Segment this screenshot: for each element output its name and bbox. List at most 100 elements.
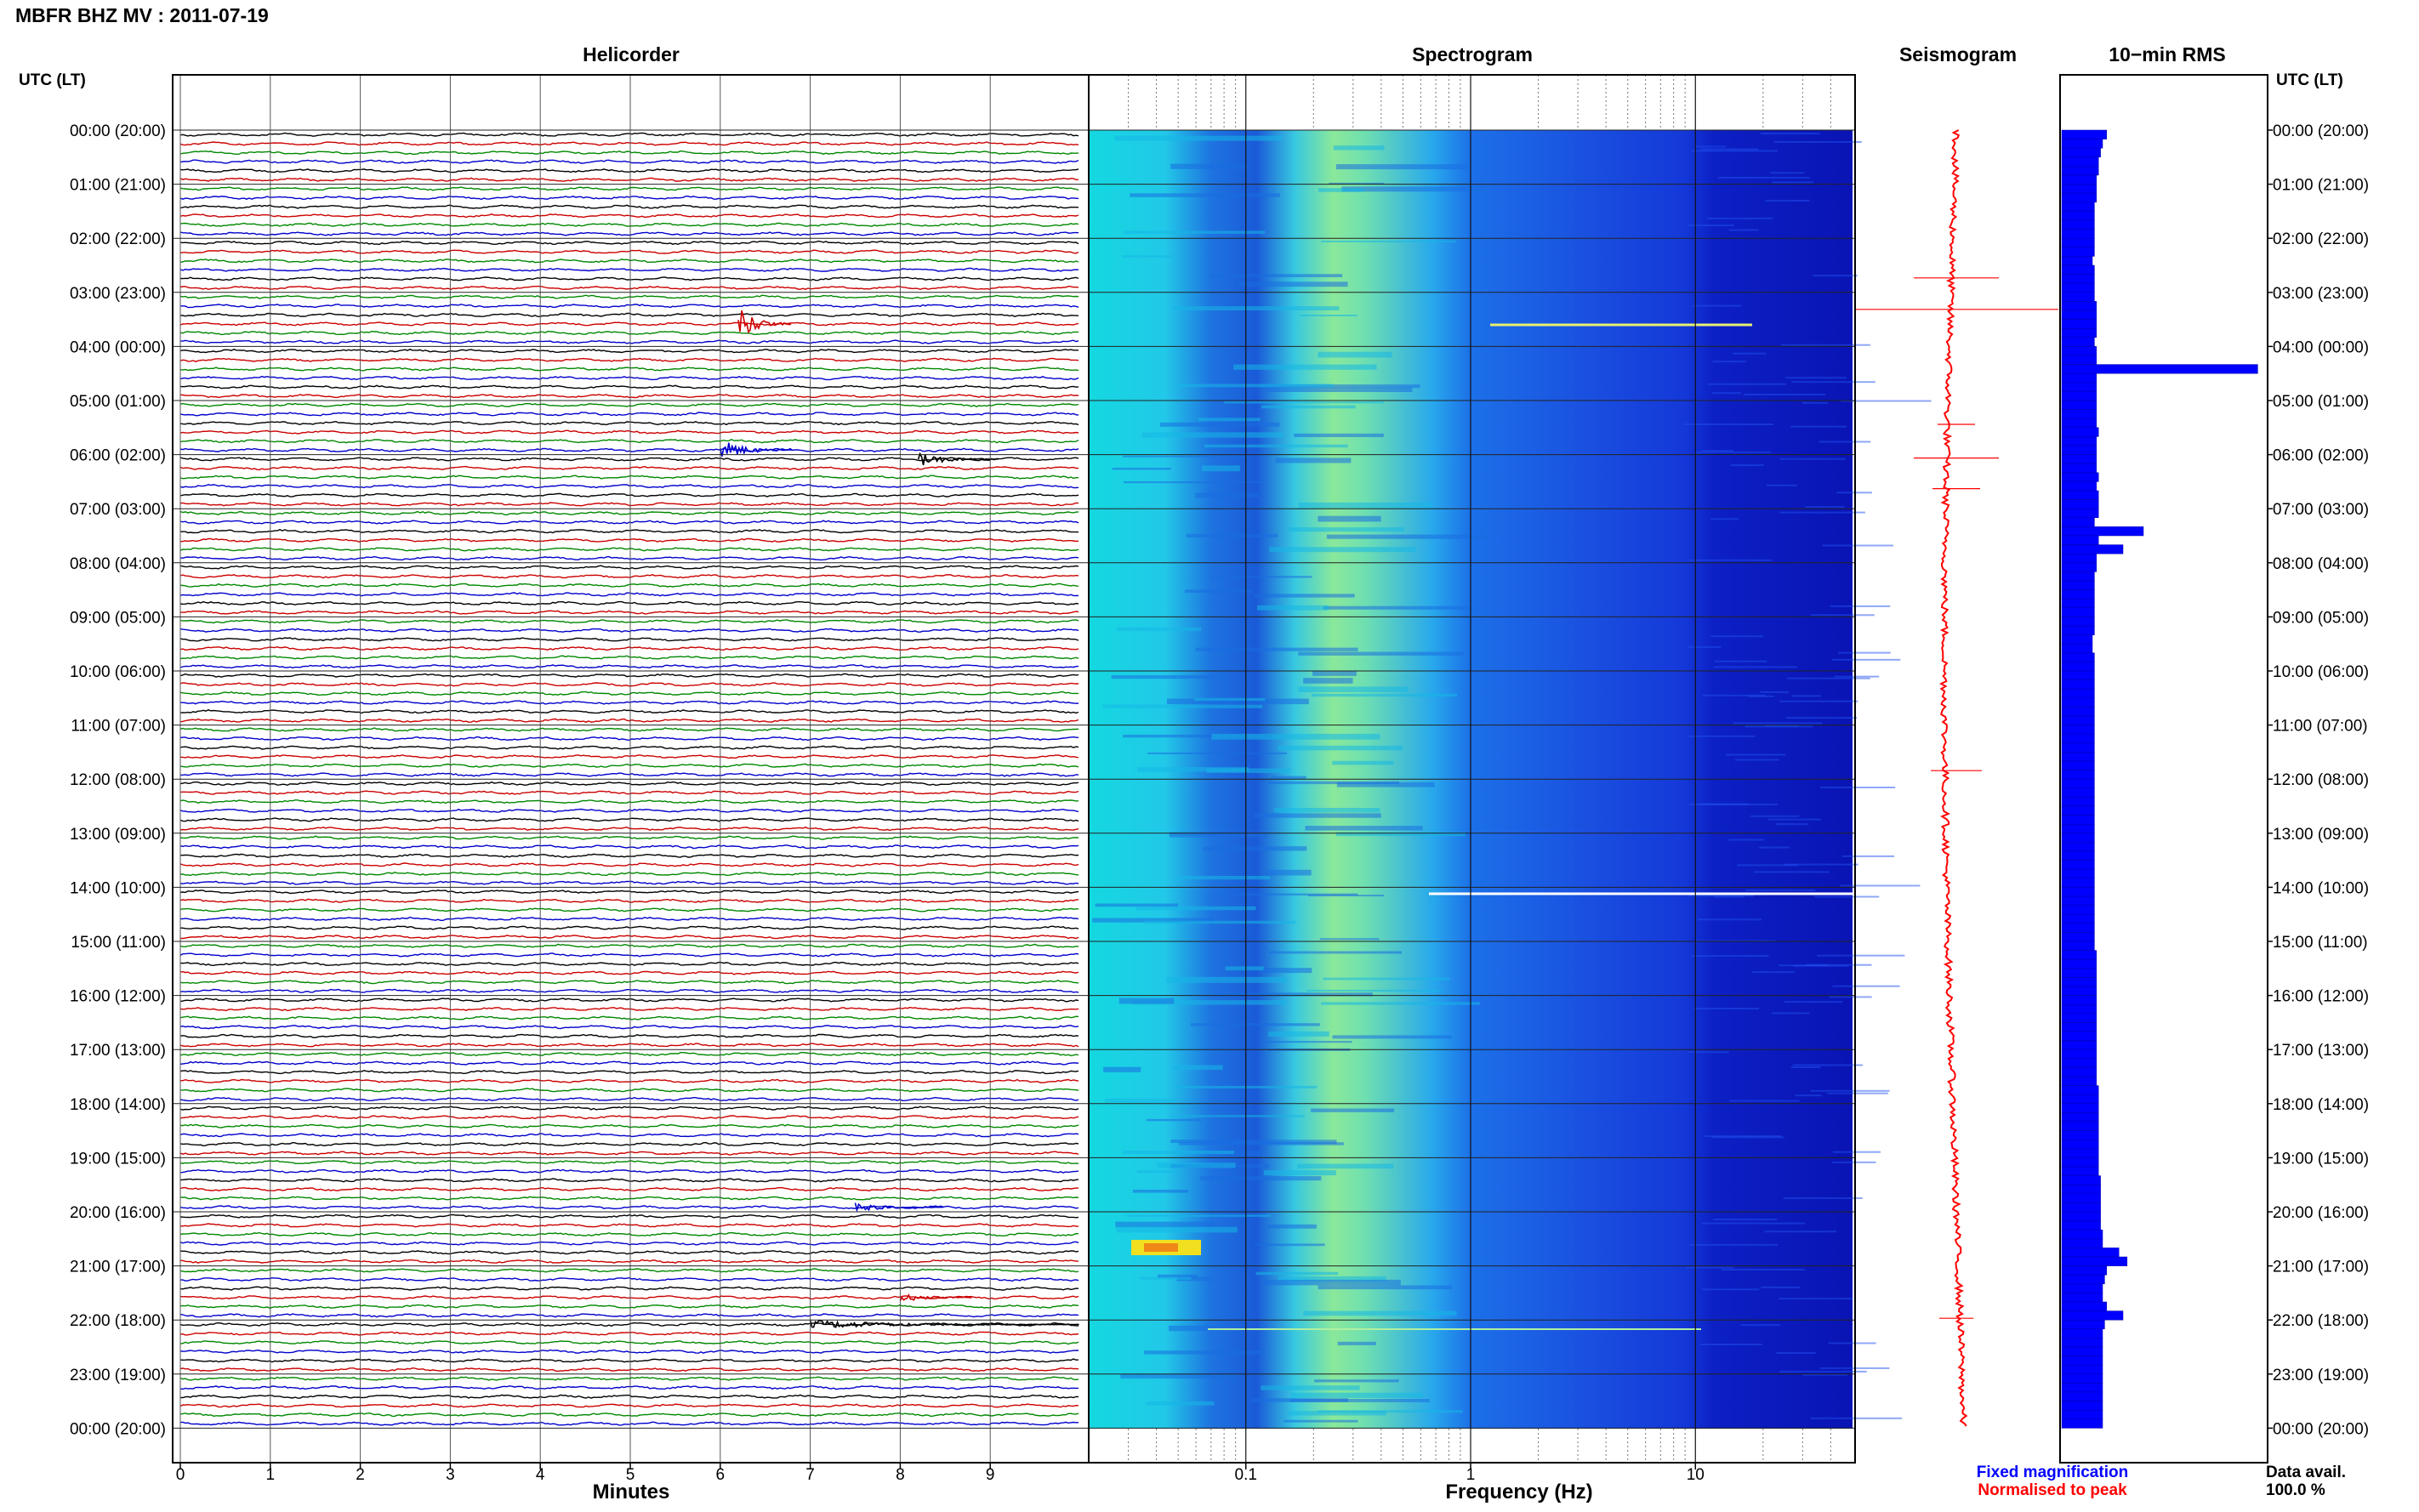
spectrogram-streak bbox=[1323, 605, 1476, 610]
helicorder-row-trace bbox=[179, 1367, 1079, 1373]
rms-bar bbox=[2061, 418, 2097, 429]
rms-bar bbox=[2061, 815, 2095, 825]
helicorder-row-trace bbox=[179, 259, 1079, 264]
hour-label-right: 20:00 (16:00) bbox=[2273, 1204, 2369, 1222]
spectrogram-streak bbox=[1775, 823, 1808, 826]
spectrogram-streak bbox=[1733, 722, 1823, 725]
helicorder-row-trace bbox=[179, 1385, 1079, 1390]
hour-label-right: 11:00 (07:00) bbox=[2273, 718, 2368, 736]
rms-bar bbox=[2061, 229, 2095, 239]
rms-bar bbox=[2061, 472, 2099, 482]
spectrogram-streak bbox=[1779, 458, 1846, 460]
spectrogram-streak bbox=[1773, 141, 1862, 143]
spectrogram-streak bbox=[1312, 693, 1457, 697]
spectrogram-streak bbox=[1688, 735, 1756, 737]
helicorder-row-trace bbox=[179, 1006, 1079, 1012]
rms-bar bbox=[2061, 1229, 2103, 1240]
rms-bar bbox=[2061, 1067, 2097, 1077]
helicorder-event bbox=[917, 452, 999, 466]
spectrogram-streak bbox=[1834, 675, 1880, 678]
spectrogram-streak bbox=[1255, 1243, 1325, 1247]
helicorder-row-trace bbox=[179, 195, 1079, 201]
rms-bar bbox=[2061, 237, 2095, 248]
helicorder-event bbox=[809, 1319, 1079, 1328]
hour-label-left: 04:00 (00:00) bbox=[70, 338, 166, 356]
spectrogram-streak bbox=[1688, 559, 1773, 561]
spectrogram-streak bbox=[1734, 759, 1779, 761]
spectrogram-streak bbox=[1269, 951, 1402, 954]
spectrogram-streak bbox=[1791, 381, 1875, 384]
spectrogram-streak bbox=[1303, 1310, 1457, 1316]
spectrogram-streak bbox=[1802, 1373, 1848, 1376]
spectrogram-streak bbox=[1765, 725, 1799, 727]
helicorder-row-trace bbox=[179, 1313, 1079, 1318]
minute-tick-label: 3 bbox=[446, 1466, 455, 1484]
minute-tick-label: 5 bbox=[626, 1466, 635, 1484]
rms-bar bbox=[2061, 1085, 2099, 1095]
rms-bar bbox=[2061, 535, 2099, 545]
rms-bar bbox=[2061, 274, 2095, 284]
rms-bar bbox=[2061, 1094, 2099, 1105]
spectrogram-streak bbox=[1819, 441, 1871, 443]
spectrogram-streak bbox=[1268, 1031, 1329, 1037]
spectrogram-streak bbox=[1701, 450, 1733, 452]
helicorder-row-trace bbox=[179, 1268, 1079, 1273]
spectrogram-streak bbox=[1140, 1276, 1192, 1280]
helicorder-row-trace bbox=[179, 1043, 1079, 1048]
spectrogram-streak bbox=[1318, 515, 1381, 522]
spectrogram-streak bbox=[1717, 176, 1810, 179]
spectrogram-streak bbox=[1112, 468, 1171, 470]
helicorder-row-trace bbox=[179, 619, 1079, 624]
hour-label-right: 05:00 (01:00) bbox=[2273, 393, 2369, 411]
spectrogram-streak bbox=[1215, 1140, 1337, 1145]
spectrogram-streak bbox=[1105, 1098, 1176, 1103]
helicorder-row-trace bbox=[179, 998, 1079, 1003]
hour-label-left: 05:00 (01:00) bbox=[70, 393, 166, 411]
helicorder-row-trace bbox=[180, 700, 1079, 705]
spectrogram-streak bbox=[1225, 1150, 1261, 1157]
spectrogram-streak bbox=[1114, 135, 1283, 141]
helicorder-row-trace bbox=[179, 285, 1079, 291]
rms-bar bbox=[2061, 1112, 2099, 1123]
frequency-tick-label: 0.1 bbox=[1235, 1466, 1257, 1484]
spectrogram-streak bbox=[1730, 464, 1764, 466]
rms-bar bbox=[2061, 445, 2097, 455]
spectrogram-streak bbox=[1829, 996, 1872, 998]
minute-tick-label: 7 bbox=[805, 1466, 815, 1484]
spectrogram-streak bbox=[1209, 274, 1343, 277]
helicorder-row-trace bbox=[179, 1151, 1079, 1156]
spectrogram-streak bbox=[1265, 869, 1312, 876]
helicorder-row-trace bbox=[179, 826, 1079, 832]
spectrogram-streak bbox=[1753, 871, 1830, 873]
rms-bar bbox=[2061, 968, 2097, 978]
hour-label-right: 01:00 (21:00) bbox=[2273, 177, 2369, 195]
spectrogram-streak bbox=[1120, 1373, 1236, 1379]
spectrogram-streak bbox=[1745, 889, 1816, 891]
rms-bar bbox=[2061, 1202, 2101, 1213]
helicorder-row-trace bbox=[179, 312, 1079, 317]
minute-tick-label: 1 bbox=[266, 1466, 276, 1484]
hour-label-left: 19:00 (15:00) bbox=[70, 1150, 166, 1168]
helicorder-row-trace bbox=[179, 412, 1079, 417]
spectrogram-streak bbox=[1297, 1163, 1394, 1169]
spectrogram-streak bbox=[1321, 1002, 1480, 1005]
helicorder-row-trace bbox=[179, 1115, 1079, 1120]
rms-bar bbox=[2061, 742, 2095, 753]
spectrogram-streak bbox=[1261, 1041, 1352, 1043]
rms-bar bbox=[2061, 562, 2097, 572]
rms-bar bbox=[2061, 823, 2095, 834]
spectrogram-streak bbox=[1326, 534, 1488, 539]
spectrogram-streak bbox=[1298, 651, 1464, 656]
rms-bar bbox=[2061, 192, 2097, 203]
spectrogram-streak bbox=[1713, 666, 1797, 668]
frequency-tick-label: 10 bbox=[1687, 1466, 1705, 1484]
spectrogram-streak bbox=[1806, 963, 1872, 966]
rms-bar bbox=[2061, 355, 2097, 365]
spectrogram-streak bbox=[1700, 148, 1759, 151]
spectrogram-streak bbox=[1701, 1222, 1763, 1225]
hour-label-right: 18:00 (14:00) bbox=[2273, 1096, 2369, 1114]
rms-bar bbox=[2061, 454, 2097, 464]
spectrogram-streak bbox=[1158, 1274, 1198, 1278]
rms-bar bbox=[2061, 129, 2108, 139]
spectrogram-streak bbox=[1283, 1419, 1358, 1423]
